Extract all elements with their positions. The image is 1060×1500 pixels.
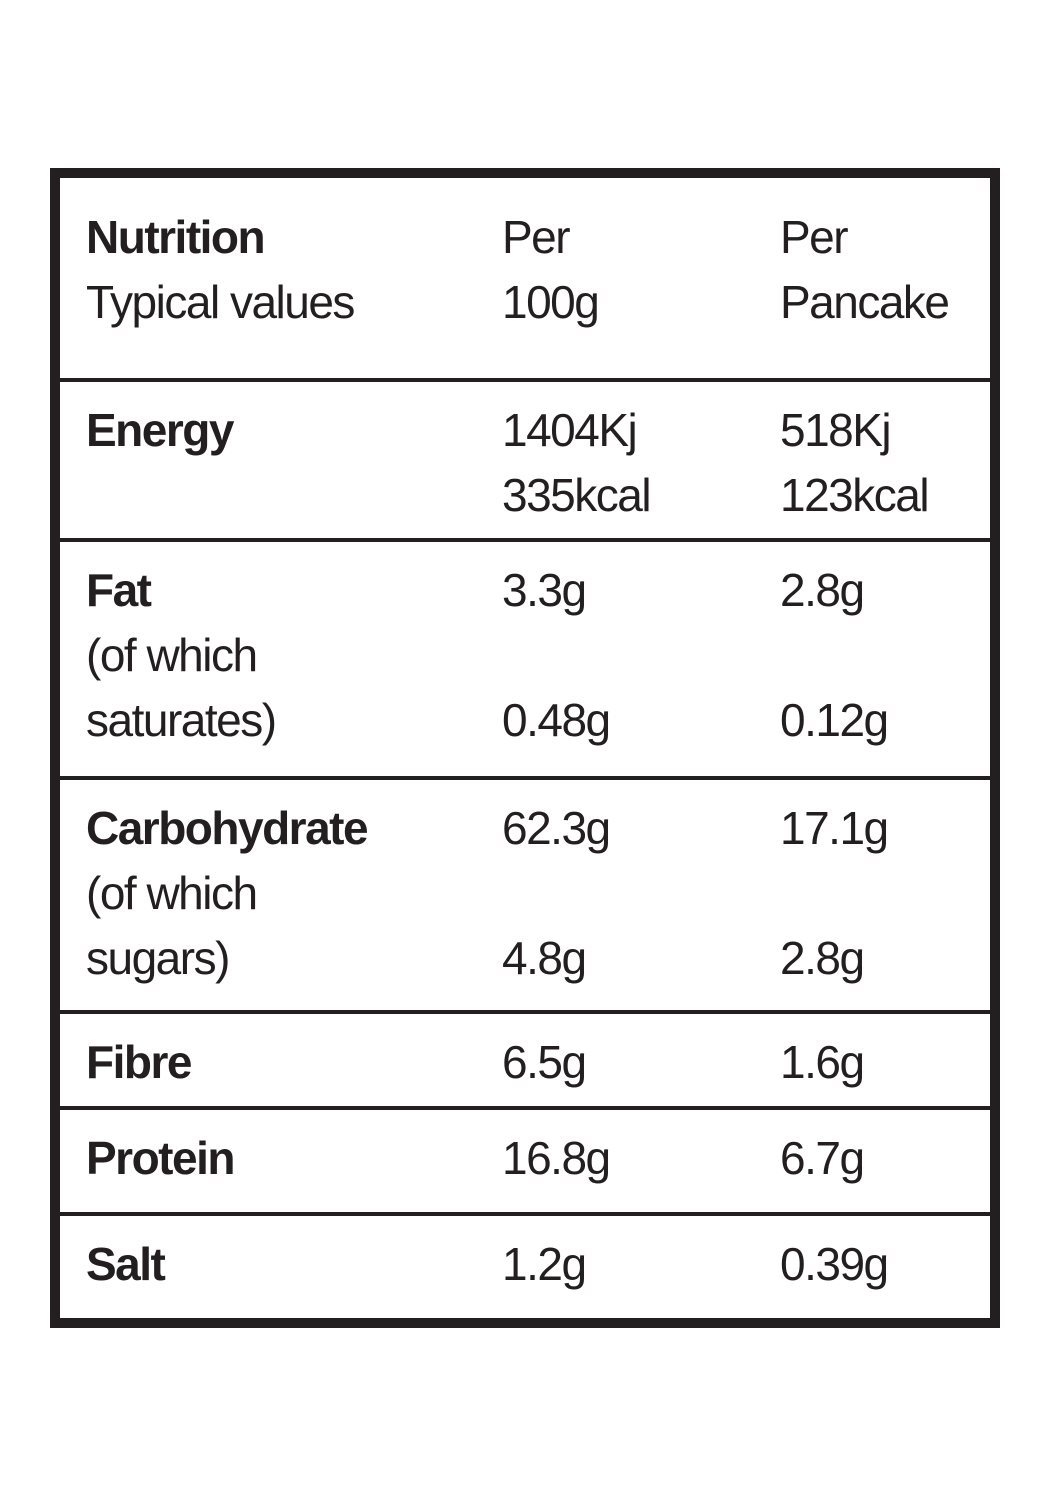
header-cell: Nutrition Typical values — [60, 205, 502, 378]
nutrient-name: Protein — [86, 1132, 235, 1184]
value-text: 123kcal — [780, 469, 930, 521]
value-cell: 1.2g — [502, 1232, 780, 1318]
nutrient-name: Salt — [86, 1238, 166, 1290]
spacer — [780, 861, 980, 926]
value-text: 16.8g — [502, 1132, 611, 1184]
header-text: Per — [780, 211, 849, 263]
value-text: 3.3g — [502, 564, 587, 616]
value-text: 1.2g — [502, 1238, 587, 1290]
value-cell: 2.8g 0.12g — [780, 558, 980, 776]
spacer — [502, 623, 780, 688]
nutrient-cell: Fat (of which saturates) — [60, 558, 502, 776]
nutrient-cell: Fibre — [60, 1030, 502, 1106]
sub-name: sugars) — [86, 932, 230, 984]
nutrition-table: Nutrition Typical values Per 100g Per Pancake… — [50, 168, 1000, 1328]
value-text: 62.3g — [502, 802, 611, 854]
value-cell: 1404Kj 335kcal — [502, 398, 780, 538]
nutrient-row: Carbohydrate (of which sugars) 62.3g 4.8g 17.… — [60, 776, 990, 1010]
nutrient-name: Energy — [86, 404, 234, 456]
header-cell: Per 100g — [502, 205, 780, 378]
value-text: 1.6g — [780, 1036, 865, 1088]
header-text: Nutrition — [86, 211, 266, 263]
value-text: 6.7g — [780, 1132, 865, 1184]
nutrient-name: Fat — [86, 564, 152, 616]
nutrient-row: Fibre 6.5g 1.6g — [60, 1010, 990, 1106]
value-cell: 518Kj 123kcal — [780, 398, 980, 538]
header-cell: Per Pancake — [780, 205, 980, 378]
nutrient-cell: Energy — [60, 398, 502, 538]
value-text: 335kcal — [502, 469, 652, 521]
nutrient-row: Energy 1404Kj 335kcal 518Kj 123kcal — [60, 378, 990, 538]
value-text: 6.5g — [502, 1036, 587, 1088]
value-cell: 0.39g — [780, 1232, 980, 1318]
sub-value: 0.48g — [502, 694, 611, 746]
value-cell: 62.3g 4.8g — [502, 796, 780, 1010]
nutrient-name: Carbohydrate — [86, 802, 369, 854]
sub-name: saturates) — [86, 694, 277, 746]
value-text: 0.39g — [780, 1238, 889, 1290]
header-text: 100g — [502, 276, 600, 328]
value-text: 2.8g — [780, 564, 865, 616]
value-cell: 6.5g — [502, 1030, 780, 1106]
header-text: Per — [502, 211, 571, 263]
header-text: Pancake — [780, 276, 950, 328]
header-row: Nutrition Typical values Per 100g Per Pancake — [60, 178, 990, 378]
value-cell: 17.1g 2.8g — [780, 796, 980, 1010]
nutrient-cell: Salt — [60, 1232, 502, 1318]
value-cell: 1.6g — [780, 1030, 980, 1106]
nutrient-cell: Carbohydrate (of which sugars) — [60, 796, 502, 1010]
value-cell: 3.3g 0.48g — [502, 558, 780, 776]
nutrient-name: Fibre — [86, 1036, 192, 1088]
sub-name: (of which — [86, 867, 258, 919]
spacer — [502, 861, 780, 926]
value-cell: 16.8g — [502, 1126, 780, 1212]
nutrient-row: Protein 16.8g 6.7g — [60, 1106, 990, 1212]
nutrient-row: Fat (of which saturates) 3.3g 0.48g 2.8g 0.12g — [60, 538, 990, 776]
sub-name: (of which — [86, 629, 258, 681]
spacer — [780, 623, 980, 688]
value-text: 1404Kj — [502, 404, 638, 456]
value-cell: 6.7g — [780, 1126, 980, 1212]
sub-value: 2.8g — [780, 932, 865, 984]
value-text: 17.1g — [780, 802, 889, 854]
nutrient-cell: Protein — [60, 1126, 502, 1212]
value-text: 518Kj — [780, 404, 892, 456]
header-text: Typical values — [86, 276, 355, 328]
sub-value: 4.8g — [502, 932, 587, 984]
nutrient-row: Salt 1.2g 0.39g — [60, 1212, 990, 1318]
sub-value: 0.12g — [780, 694, 889, 746]
